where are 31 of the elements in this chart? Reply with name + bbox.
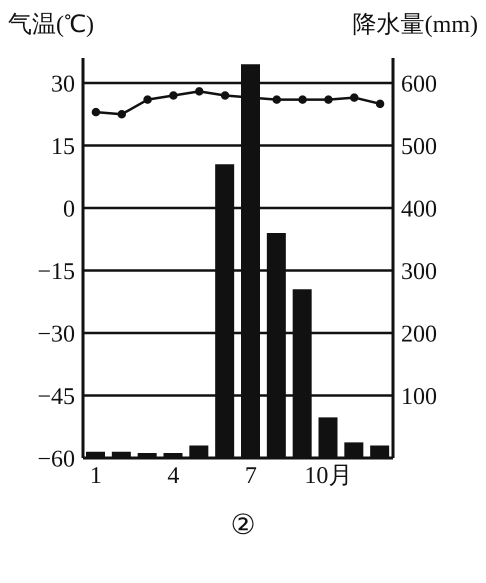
y-tick-label: −45: [37, 384, 75, 410]
point: [220, 91, 230, 100]
y-tick-label: 15: [51, 134, 75, 160]
point: [350, 93, 358, 102]
y-tick-label: −60: [37, 446, 75, 473]
y-tick-label: −15: [37, 259, 75, 286]
point: [143, 95, 152, 104]
y2-tick-label: 500: [401, 134, 437, 160]
x-tick-label: 4: [167, 463, 180, 490]
y2-tick-label: 600: [401, 72, 437, 98]
point: [272, 95, 281, 104]
point: [324, 95, 333, 104]
point: [298, 95, 307, 104]
x-tick-label: 10月: [304, 463, 352, 490]
y2-tick-label: 200: [401, 322, 437, 348]
y2-tick-label: 400: [401, 196, 437, 223]
y-axis-title: 气温(℃): [8, 11, 94, 38]
y2-tick-label: 300: [401, 259, 437, 286]
y2-tick-label: 100: [401, 384, 437, 410]
point: [195, 87, 204, 96]
y-tick-label: 0: [63, 196, 75, 223]
text: ②: [230, 509, 256, 542]
point: [376, 100, 384, 108]
x-tick-label: 7: [244, 463, 257, 490]
point: [169, 91, 178, 100]
point: [92, 108, 100, 116]
y2-axis-title: 降水量(mm): [352, 11, 478, 38]
y-tick-label: 30: [51, 72, 75, 98]
x-tick-label: 1: [90, 463, 102, 490]
y-tick-label: −30: [37, 322, 75, 348]
point: [118, 110, 126, 118]
